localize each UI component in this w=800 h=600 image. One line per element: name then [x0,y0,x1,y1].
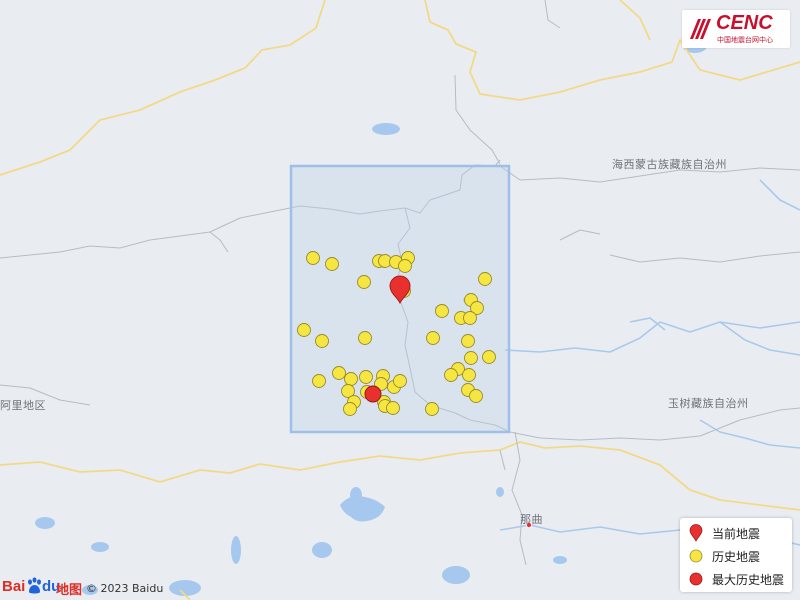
place-label-haixi: 海西蒙古族藏族自治州 [612,158,727,171]
historical-quake [393,374,407,388]
place-label-yushu: 玉树藏族自治州 [668,397,749,410]
legend-label-max: 最大历史地震 [712,573,785,587]
historical-quake [469,389,483,403]
legend: 当前地震 历史地震 最大历史地震 [680,518,792,592]
legend-label-current: 当前地震 [712,527,761,541]
historical-quake [344,372,358,386]
historical-quake [470,301,484,315]
historical-quake [482,350,496,364]
historical-quake [297,323,311,337]
baidu-logo-du: du [42,578,61,595]
legend-item-max: 最大历史地震 [688,568,792,588]
historical-quake [325,257,339,271]
place-label-naqu: 那曲 [520,513,543,526]
place-label-ali: 阿里地区 [0,399,46,412]
legend-item-current: 当前地震 [688,522,792,542]
yellow-circle-icon [689,549,703,563]
red-pin-icon [689,524,703,542]
historical-quake [343,402,357,416]
historical-quake [462,368,476,382]
county-boundaries [0,0,800,566]
naqu-city-marker [526,522,533,529]
cenc-logo-icon [690,19,711,39]
baidu-paw-icon [28,577,41,594]
historical-quake [386,401,400,415]
historical-quake [315,334,329,348]
historical-quake [332,366,346,380]
historical-quake [312,374,326,388]
legend-label-history: 历史地震 [712,550,761,564]
rivers [499,179,800,546]
baidu-attribution[interactable]: Bai du 地图 © 2023 Baidu [2,577,182,598]
current-quake-pin [389,275,411,305]
cenc-subtitle: 中国地震台网中心 [717,36,773,44]
historical-quake [398,259,412,273]
historical-quake [464,351,478,365]
historical-quake [435,304,449,318]
historical-quake [359,370,373,384]
max-historical-quake [364,385,382,403]
historical-quake [357,275,371,289]
historical-quake [478,272,492,286]
copyright-text: © 2023 Baidu [86,582,164,595]
historical-quake [425,402,439,416]
historical-quake [426,331,440,345]
red-circle-icon [689,572,703,586]
historical-quake [358,331,372,345]
historical-quake [306,251,320,265]
baidu-logo-ditu: 地图 [56,583,83,598]
cenc-logo: CENC 中国地震台网中心 [682,10,790,48]
historical-quake [463,311,477,325]
historical-quake [341,384,355,398]
historical-quake [461,334,475,348]
baidu-logo-bai: Bai [2,578,26,595]
historical-quake [444,368,458,382]
cenc-brand: CENC [716,12,773,34]
legend-item-history: 历史地震 [688,545,792,565]
